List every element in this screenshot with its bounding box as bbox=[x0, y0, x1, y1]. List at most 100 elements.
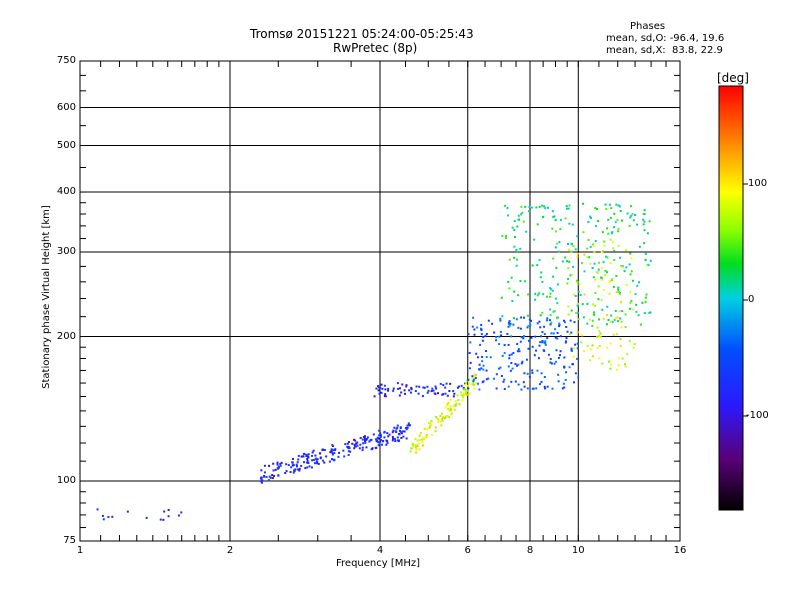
data-point bbox=[333, 452, 336, 455]
data-point bbox=[485, 369, 488, 372]
data-point bbox=[549, 361, 552, 364]
data-point bbox=[330, 449, 333, 452]
data-point bbox=[535, 349, 538, 352]
data-point bbox=[563, 366, 566, 369]
data-point bbox=[260, 481, 263, 484]
data-point bbox=[347, 441, 350, 444]
data-point bbox=[567, 313, 570, 316]
data-point bbox=[471, 375, 474, 378]
data-point bbox=[319, 456, 322, 459]
data-point bbox=[401, 383, 404, 386]
data-point bbox=[570, 347, 573, 350]
data-point bbox=[629, 273, 632, 276]
data-point bbox=[617, 364, 620, 367]
data-point bbox=[558, 241, 561, 244]
data-point bbox=[437, 419, 440, 422]
data-point bbox=[523, 385, 526, 388]
data-point bbox=[543, 325, 546, 328]
data-point bbox=[321, 448, 324, 451]
data-point bbox=[602, 240, 605, 243]
data-point bbox=[454, 404, 457, 407]
data-point bbox=[484, 334, 487, 337]
data-point bbox=[410, 447, 413, 450]
data-point bbox=[632, 219, 635, 222]
data-point bbox=[573, 381, 576, 384]
data-point bbox=[563, 319, 566, 322]
data-point bbox=[453, 404, 456, 407]
data-point bbox=[526, 314, 529, 317]
data-point bbox=[379, 436, 382, 439]
data-point bbox=[643, 220, 646, 223]
data-point bbox=[482, 336, 485, 339]
data-point bbox=[337, 455, 340, 458]
data-point bbox=[102, 518, 105, 521]
data-point bbox=[506, 206, 509, 209]
data-point bbox=[605, 346, 608, 349]
data-point bbox=[159, 518, 162, 521]
data-point bbox=[485, 356, 488, 359]
data-point bbox=[591, 325, 594, 328]
data-point bbox=[472, 380, 475, 383]
data-point bbox=[285, 463, 288, 466]
data-point bbox=[495, 373, 498, 376]
data-point bbox=[441, 418, 444, 421]
data-point bbox=[557, 250, 560, 253]
data-point bbox=[648, 311, 651, 314]
data-point bbox=[592, 303, 595, 306]
data-point bbox=[426, 385, 429, 388]
data-point bbox=[377, 441, 380, 444]
data-point bbox=[606, 227, 609, 230]
data-point bbox=[504, 234, 507, 237]
data-point bbox=[571, 265, 574, 268]
data-point bbox=[611, 231, 614, 234]
data-point bbox=[642, 218, 645, 221]
data-point bbox=[608, 360, 611, 363]
data-point bbox=[418, 448, 421, 451]
data-point bbox=[543, 333, 546, 336]
data-point bbox=[476, 326, 479, 329]
data-point bbox=[358, 447, 361, 450]
data-point bbox=[471, 325, 474, 328]
data-point bbox=[445, 382, 448, 385]
data-point bbox=[600, 251, 603, 254]
chart-title: Tromsø 20151221 05:24:00-05:25:43 bbox=[250, 27, 474, 41]
data-point bbox=[613, 226, 616, 229]
data-point bbox=[520, 362, 523, 365]
data-point bbox=[307, 461, 310, 464]
data-point bbox=[564, 341, 567, 344]
data-point bbox=[558, 323, 561, 326]
data-point bbox=[378, 429, 381, 432]
data-point bbox=[386, 441, 389, 444]
data-point bbox=[441, 419, 444, 422]
y-tick-label: 500 bbox=[56, 139, 76, 151]
data-point bbox=[465, 393, 468, 396]
data-point bbox=[353, 447, 356, 450]
data-point bbox=[598, 261, 601, 264]
data-point bbox=[354, 439, 357, 442]
data-point bbox=[379, 438, 382, 441]
data-point bbox=[631, 213, 634, 216]
data-point bbox=[452, 390, 455, 393]
data-point bbox=[625, 284, 628, 287]
data-point bbox=[545, 319, 548, 322]
data-point bbox=[295, 463, 298, 466]
data-point bbox=[596, 347, 599, 350]
data-point bbox=[538, 320, 541, 323]
data-point bbox=[644, 259, 647, 262]
data-point bbox=[461, 399, 464, 402]
data-point bbox=[379, 432, 382, 435]
data-point bbox=[456, 394, 459, 397]
data-point bbox=[567, 248, 570, 251]
data-point bbox=[517, 383, 520, 386]
data-point bbox=[609, 203, 612, 206]
data-point bbox=[527, 293, 530, 296]
data-point bbox=[553, 309, 556, 312]
data-point bbox=[268, 475, 271, 478]
data-point bbox=[565, 340, 568, 343]
data-point bbox=[568, 260, 571, 263]
data-point bbox=[615, 332, 618, 335]
data-point bbox=[549, 295, 552, 298]
data-point bbox=[449, 405, 452, 408]
data-point bbox=[535, 387, 538, 390]
data-point bbox=[612, 333, 615, 336]
